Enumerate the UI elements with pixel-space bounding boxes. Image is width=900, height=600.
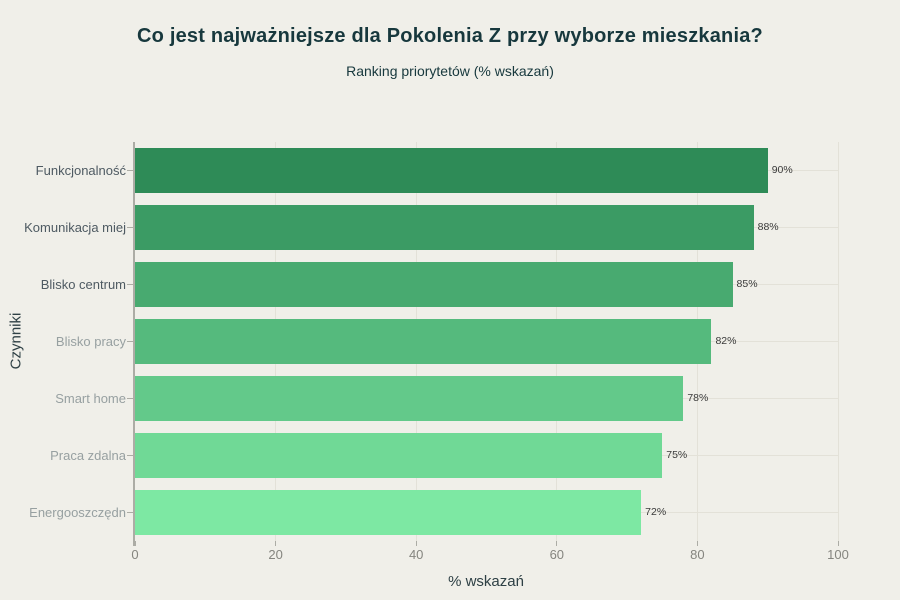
bar bbox=[135, 433, 663, 478]
y-tick-mark bbox=[127, 170, 133, 171]
x-tick-mark bbox=[134, 541, 136, 546]
category-label: Blisko centrum bbox=[40, 277, 126, 292]
bar-value-label: 88% bbox=[757, 221, 779, 233]
y-tick-mark bbox=[127, 512, 133, 513]
x-tick-mark bbox=[275, 541, 277, 546]
category-label: Blisko pracy bbox=[55, 334, 126, 349]
y-tick-mark bbox=[127, 398, 133, 399]
chart-title: Co jest najważniejsze dla Pokolenia Z pr… bbox=[137, 25, 763, 47]
plot-area bbox=[135, 142, 839, 541]
bar bbox=[135, 376, 684, 421]
x-tick-label: 80 bbox=[690, 547, 705, 562]
x-axis-title: % wskazań bbox=[448, 573, 524, 590]
category-label: Smart home bbox=[55, 391, 126, 406]
y-tick-mark bbox=[127, 284, 133, 285]
bar-value-label: 90% bbox=[771, 164, 793, 176]
category-label: Energooszczędn bbox=[29, 505, 126, 520]
category-label: Komunikacja miej bbox=[24, 220, 126, 235]
x-tick-label: 100 bbox=[827, 547, 849, 562]
y-axis-line bbox=[133, 142, 135, 546]
x-tick-mark bbox=[556, 541, 558, 546]
v-gridline bbox=[837, 142, 839, 541]
y-tick-mark bbox=[127, 227, 133, 228]
bar bbox=[135, 205, 754, 250]
bar bbox=[135, 148, 768, 193]
bar bbox=[135, 319, 712, 364]
bar bbox=[135, 490, 642, 535]
category-label: Praca zdalna bbox=[50, 448, 126, 463]
y-tick-mark bbox=[127, 455, 133, 456]
x-tick-label: 60 bbox=[549, 547, 565, 562]
x-tick-label: 20 bbox=[268, 547, 283, 562]
bar-value-label: 78% bbox=[687, 392, 709, 404]
x-tick-label: 0 bbox=[131, 547, 139, 562]
x-tick-label: 40 bbox=[408, 547, 424, 562]
bar-value-label: 72% bbox=[645, 506, 667, 518]
y-tick-mark bbox=[127, 341, 133, 342]
bar bbox=[135, 262, 733, 307]
x-tick-mark bbox=[415, 541, 417, 546]
x-tick-mark bbox=[696, 541, 698, 546]
bar-value-label: 82% bbox=[715, 335, 737, 347]
bar-value-label: 75% bbox=[666, 449, 688, 461]
y-axis-title: Czynniki bbox=[7, 312, 25, 370]
bar-value-label: 85% bbox=[736, 278, 758, 290]
x-tick-mark bbox=[837, 541, 839, 546]
chart-subtitle: Ranking priorytetów (% wskazań) bbox=[346, 63, 554, 79]
category-label: Funkcjonalność bbox=[35, 163, 126, 178]
